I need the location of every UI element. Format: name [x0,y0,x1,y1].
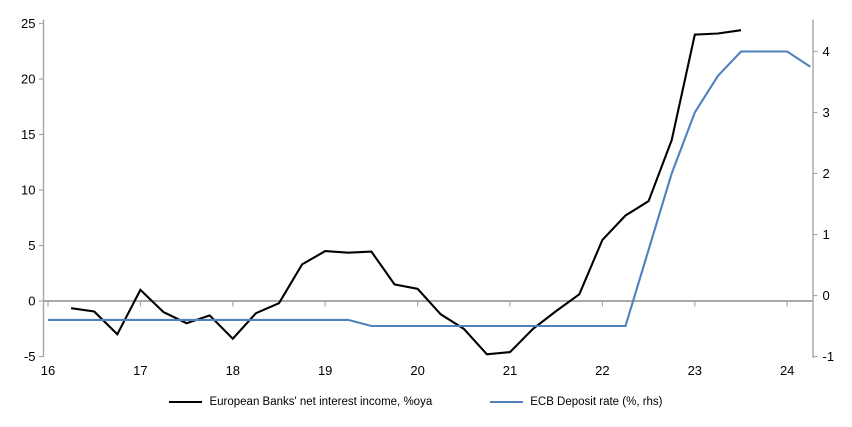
legend-line-swatch-blue [490,400,524,404]
left-axis-tick-label: -5 [24,349,36,364]
x-axis-tick-label: 21 [503,363,517,378]
right-axis-tick-label: 2 [823,166,830,181]
x-axis-tick-label: 22 [595,363,609,378]
legend-item-net-interest-income: European Banks' net interest income, %oy… [169,395,432,409]
x-axis-tick-label: 17 [133,363,147,378]
right-axis-tick-label: 3 [823,105,830,120]
x-axis-tick-label: 18 [226,363,240,378]
legend-item-ecb-deposit-rate: ECB Deposit rate (%, rhs) [490,395,663,409]
series-line-ecb [48,50,811,328]
left-axis-tick-label: 20 [21,72,35,87]
x-axis-tick-label: 20 [410,363,424,378]
right-axis-tick-label: -1 [823,349,835,364]
left-axis-tick-label: 5 [28,238,35,253]
legend-line-swatch-black [169,400,203,404]
chart-legend: European Banks' net interest income, %oy… [0,395,832,409]
left-axis-tick-label: 10 [21,183,35,198]
x-axis-tick-label: 24 [780,363,794,378]
right-axis-tick-label: 0 [823,288,830,303]
legend-label-ecb-deposit-rate: ECB Deposit rate (%, rhs) [530,396,663,408]
x-axis-tick-label: 19 [318,363,332,378]
x-axis-tick-label: 23 [688,363,702,378]
series-line-nii [70,29,742,356]
x-axis-tick-label: 16 [41,363,55,378]
right-axis-tick-label: 4 [823,44,830,59]
legend-label-net-interest-income: European Banks' net interest income, %oy… [209,396,433,408]
left-axis-tick-label: 15 [21,127,35,142]
right-axis-tick-label: 1 [823,227,830,242]
left-axis-tick-label: 0 [28,294,35,309]
left-axis-tick-label: 25 [21,16,35,31]
